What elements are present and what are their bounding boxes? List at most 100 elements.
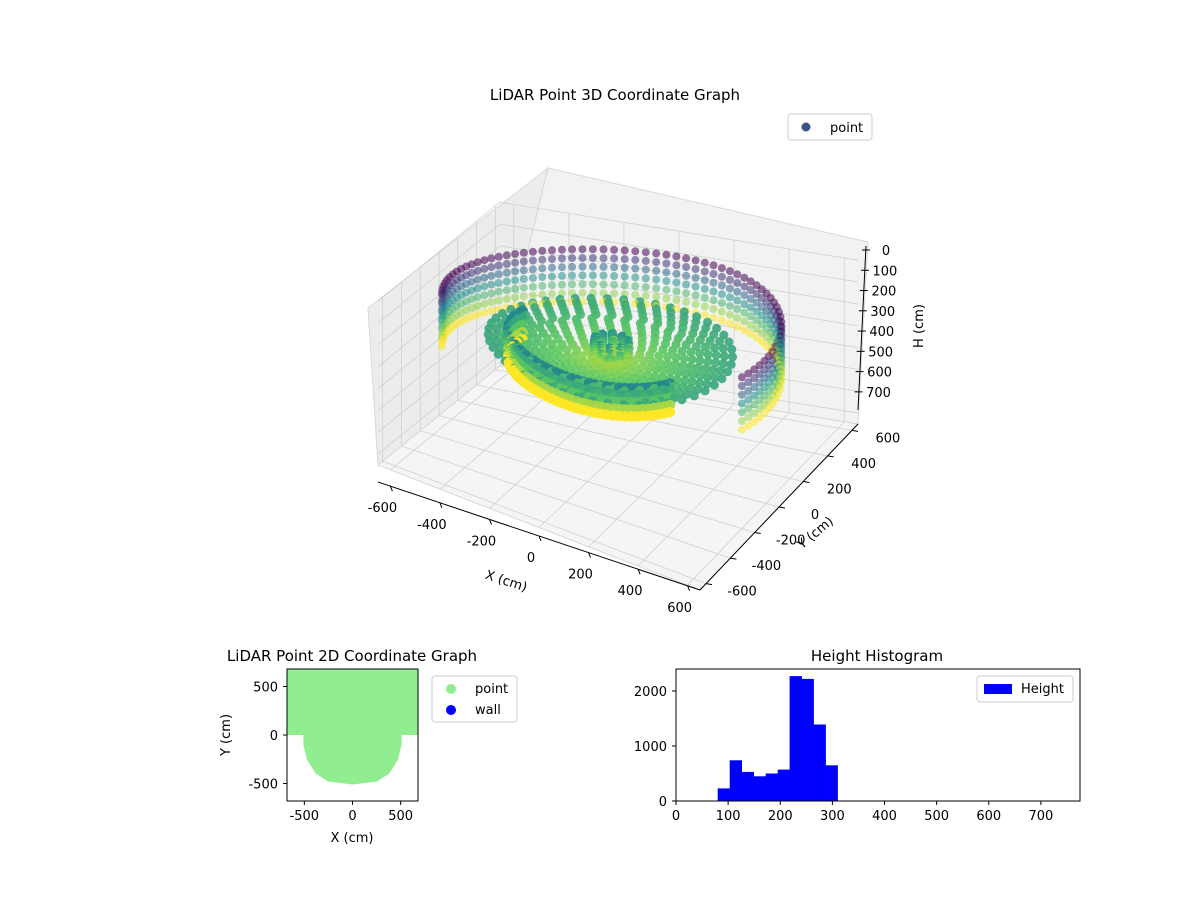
point-3d <box>733 287 742 296</box>
histogram-bar <box>801 678 814 801</box>
legend-2d-wall-label: wall <box>475 703 501 718</box>
point-3d <box>641 283 650 292</box>
point-3d <box>588 254 597 262</box>
point-3d <box>685 362 695 372</box>
x-tick <box>389 485 393 492</box>
point-3d <box>691 282 700 291</box>
point-3d <box>750 391 759 400</box>
point-3d <box>718 344 728 354</box>
point-3d <box>733 296 742 305</box>
point-3d <box>744 369 753 378</box>
y-tick <box>705 583 713 586</box>
point-3d <box>737 390 746 399</box>
point-3d <box>677 346 687 356</box>
point-3d <box>693 363 703 373</box>
point-3d <box>480 264 489 273</box>
point-3d <box>548 272 556 281</box>
x-tick-label-hist: 700 <box>1028 809 1053 824</box>
point-3d <box>578 288 587 297</box>
point-3d <box>578 271 587 280</box>
point-3d <box>480 299 489 308</box>
point-3d <box>548 289 556 298</box>
point-3d <box>703 357 713 367</box>
point-3d <box>682 263 691 271</box>
x-tick-label-2d: 0 <box>348 809 356 824</box>
point-3d <box>717 281 726 290</box>
histogram-bar <box>717 788 730 801</box>
point-3d <box>546 345 555 355</box>
point-3d <box>493 349 503 359</box>
y-tick-label-hist: 0 <box>659 795 667 810</box>
point-3d <box>558 245 566 254</box>
point-3d <box>599 262 608 271</box>
grid-line-y <box>382 460 707 584</box>
y-tick-label: 600 <box>876 431 901 446</box>
plot-2d: LiDAR Point 2D Coordinate Graph -500 0 500… <box>219 647 518 846</box>
point-3d <box>737 417 746 425</box>
point-3d <box>740 273 749 282</box>
histogram-bar <box>825 765 838 802</box>
point-3d <box>705 336 715 346</box>
point-3d <box>700 311 709 320</box>
point-3d <box>662 294 671 303</box>
x-tick-label-hist: 500 <box>924 809 949 824</box>
point-3d <box>737 373 746 382</box>
histogram-bar <box>777 769 790 801</box>
point-3d <box>610 254 619 263</box>
histogram-bar <box>813 724 826 801</box>
point-3d <box>750 400 759 409</box>
point-3d <box>725 275 734 284</box>
y-tick-label: -600 <box>727 585 757 600</box>
point-3d <box>726 359 736 369</box>
point-3d <box>631 290 640 299</box>
point-3d <box>620 246 629 255</box>
point-3d <box>700 258 709 267</box>
point-3d <box>538 246 547 255</box>
point-3d <box>740 282 749 291</box>
point-3d <box>652 275 661 284</box>
point-3d <box>538 281 547 290</box>
point-3d <box>681 340 691 350</box>
point-3d <box>725 319 734 328</box>
point-3d <box>717 299 726 307</box>
point-3d <box>740 291 749 300</box>
point-3d <box>746 303 755 312</box>
point-3d <box>679 354 689 363</box>
point-3d <box>695 356 705 366</box>
x-tick-label: 200 <box>568 568 593 583</box>
point-3d <box>658 366 668 375</box>
x-tick-label-hist: 600 <box>976 809 1001 824</box>
point-3d <box>528 282 537 291</box>
point-3d <box>711 358 721 368</box>
point-3d <box>746 294 755 303</box>
point-3d <box>695 349 705 358</box>
point-3d <box>700 293 709 302</box>
point-3d <box>687 355 697 364</box>
point-3d <box>737 425 746 434</box>
point-3d <box>599 245 608 254</box>
point-3d <box>652 284 661 293</box>
point-3d <box>672 287 681 296</box>
point-3d <box>494 252 503 261</box>
ticks-3d: -600-400-2000200400600-600-400-200020040… <box>368 244 901 616</box>
point-3d <box>715 366 725 376</box>
point-3d <box>480 291 489 300</box>
x-tick-label-2d: -500 <box>290 809 320 824</box>
point-3d <box>691 341 701 351</box>
point-3d <box>672 296 681 305</box>
grid-line-z-side <box>377 354 501 455</box>
point-3d <box>744 421 753 430</box>
point-3d <box>599 271 608 280</box>
point-3d <box>733 305 742 314</box>
point-3d <box>502 260 511 268</box>
grid-line-z-side <box>377 201 501 302</box>
point-3d <box>480 282 489 291</box>
point-3d <box>538 255 547 264</box>
point-3d <box>610 289 619 298</box>
point-3d <box>528 291 537 300</box>
point-3d <box>487 280 496 289</box>
point-3d <box>702 379 712 389</box>
point-3d <box>744 413 753 422</box>
point-3d <box>488 342 498 352</box>
